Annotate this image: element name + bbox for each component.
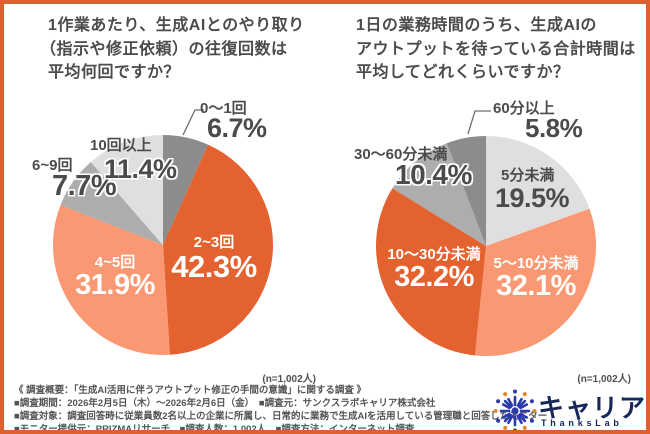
pie-slice	[446, 136, 486, 246]
title-line: 平均何回ですか？	[48, 64, 181, 81]
slice-value: 7.7%	[52, 170, 117, 202]
chart-title-left: 1作業あたり、生成AIとのやり取り （指示や修正依頼）の往復回数は 平均何回です…	[40, 14, 305, 85]
title-line: 平均してどれくらいですか？	[356, 64, 570, 81]
slice-value: 6.7%	[207, 113, 267, 143]
slice-value: 19.5%	[495, 183, 570, 213]
survey-period-line: ■調査期間：2026年2月5日（木）〜2026年2月6日（金） ■調査元：サンク…	[14, 398, 436, 409]
pie-slice	[163, 144, 274, 355]
slice-label: 30〜60分未満	[354, 146, 448, 163]
slice-value: 42.3%	[171, 249, 257, 284]
survey-method-line: ■モニター提供元：PRIZMAリサーチ ■調査人数：1,002人 ■調査方法：イ…	[14, 424, 415, 434]
slice-label: 5分未満	[501, 167, 555, 184]
pie-slice	[163, 134, 208, 245]
slice-value: 5.8%	[525, 113, 583, 143]
pie-chart-canvas	[52, 109, 597, 356]
slice-label: 0〜1回	[200, 100, 247, 117]
sample-size-note: (n=1,002人)	[262, 374, 316, 385]
slice-label: 5〜10分未満	[493, 255, 579, 272]
chart-title-right: 1日の業務時間のうち、生成AIの アウトプットを待っている合計時間は 平均してど…	[356, 14, 636, 85]
title-line: 1日の業務時間のうち、生成AIの	[356, 17, 597, 34]
slice-value: 31.9%	[75, 269, 155, 301]
slice-label: 6~9回	[32, 157, 73, 174]
logo-starburst-icon	[493, 389, 537, 430]
slice-value: 32.2%	[394, 261, 474, 293]
pie-slice	[90, 135, 163, 245]
pie-slice	[392, 143, 486, 246]
sample-size-note: (n=1,002人)	[577, 374, 631, 385]
slice-label: 10〜30分未満	[387, 246, 481, 263]
slice-label: 2~3回	[193, 234, 235, 251]
slice-value: 32.1%	[496, 270, 576, 302]
logo-wordmark: キャリア	[538, 393, 647, 423]
thankslab-logo: キャリア ThanksLab	[492, 387, 645, 430]
pie-slice	[52, 205, 170, 355]
slice-label: 10回以上	[90, 137, 152, 154]
slice-label: 4~5回	[94, 254, 136, 271]
survey-overview-title: 《 調査概要：「生成AI活用に伴うアウトプット修正の手間の意識」に関する調査 》	[14, 385, 367, 396]
slice-label: 60分以上	[493, 100, 555, 117]
logo-subtext: ThanksLab	[541, 418, 623, 428]
label-leader-line	[182, 109, 204, 136]
slice-value: 10.4%	[395, 159, 472, 190]
title-line: アウトプットを待っている合計時間は	[356, 40, 636, 58]
pie-slice	[376, 188, 486, 356]
label-leader-line	[467, 110, 491, 135]
survey-target-line: ■調査対象：調査回答時に従業員数2名以上の企業に所属し、日常的に業務で生成AIを…	[14, 411, 548, 422]
pie-slice	[60, 162, 163, 245]
title-line: 1作業あたり、生成AIとのやり取り	[48, 17, 305, 34]
title-line: （指示や修正依頼）の往復回数は	[40, 40, 288, 58]
slice-value: 11.4%	[104, 154, 177, 184]
pie-slice	[486, 136, 590, 246]
pie-slice	[474, 208, 597, 356]
